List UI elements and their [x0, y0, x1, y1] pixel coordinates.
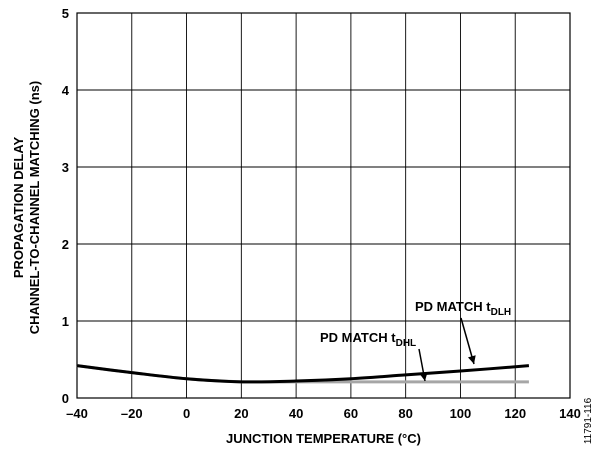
x-tick-label: 120 — [504, 406, 526, 421]
svg-text:PD MATCH tDHL: PD MATCH tDHL — [320, 330, 416, 349]
annotation-pd-match-tdlh-main: PD MATCH t — [415, 299, 491, 314]
arrow-pd-match-tdlh — [460, 317, 476, 365]
annotation-arrows — [418, 317, 476, 382]
x-tick-label: 0 — [183, 406, 190, 421]
y-tick-label: 5 — [62, 6, 69, 21]
y-tick-label: 0 — [62, 391, 69, 406]
annotation-pd-match-tdhl-main: PD MATCH t — [320, 330, 396, 345]
y-tick-label: 3 — [62, 160, 69, 175]
y-axis-title: PROPAGATION DELAY CHANNEL-TO-CHANNEL MAT… — [11, 81, 42, 334]
x-tick-label: 20 — [234, 406, 248, 421]
annotation-pd-match-tdlh: PD MATCH tDLH — [415, 299, 511, 318]
y-axis-title-line-2: CHANNEL-TO-CHANNEL MATCHING (ns) — [27, 81, 42, 334]
annotation-pd-match-tdlh-sub: DLH — [491, 307, 512, 318]
x-tick-label: 60 — [344, 406, 358, 421]
series-line-pd-match-tdlh — [76, 364, 530, 384]
x-tick-label: 100 — [450, 406, 472, 421]
x-tick-label: 80 — [398, 406, 412, 421]
x-tick-label: 40 — [289, 406, 303, 421]
y-tick-label: 4 — [62, 83, 70, 98]
tick-labels: –40 –20 0 20 40 60 80 100 120 140 0 1 2 3 4 5 — [62, 6, 581, 421]
annotation-pd-match-tdhl-sub: DHL — [396, 338, 417, 349]
x-tick-label: –20 — [121, 406, 143, 421]
svg-text:PD MATCH tDLH: PD MATCH tDLH — [415, 299, 511, 318]
plot-frame — [76, 12, 571, 399]
x-axis-title: JUNCTION TEMPERATURE (°C) — [226, 431, 421, 446]
arrow-pd-match-tdhl — [418, 348, 428, 382]
annotation-pd-match-tdhl: PD MATCH tDHL — [320, 330, 416, 349]
y-tick-label: 1 — [62, 314, 69, 329]
y-tick-label: 2 — [62, 237, 69, 252]
x-tick-label: 140 — [559, 406, 581, 421]
figure-id: 11791-116 — [583, 397, 594, 444]
series-layer — [76, 364, 530, 384]
y-axis-title-line-1: PROPAGATION DELAY — [11, 137, 26, 279]
x-tick-label: –40 — [66, 406, 88, 421]
